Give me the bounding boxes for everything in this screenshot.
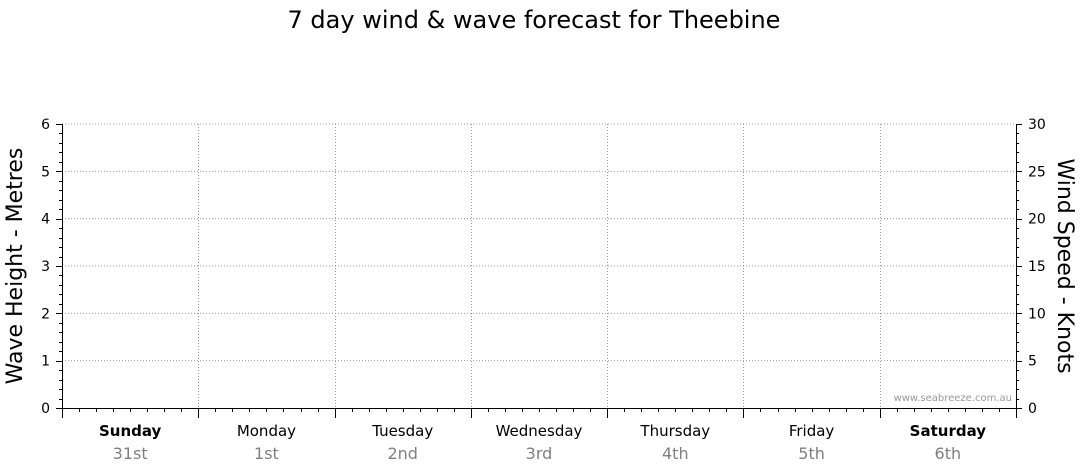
- y-right-label: Wind Speed - Knots: [1052, 158, 1077, 373]
- right-tick-label: 20: [1028, 212, 1046, 228]
- left-tick-label: 2: [41, 306, 50, 322]
- day-date-label: 6th: [935, 444, 962, 463]
- right-axis-ticks: 0 5 10 15 20 25 30: [1016, 117, 1046, 417]
- right-tick-label: 0: [1028, 401, 1037, 417]
- day-name-label: Monday: [237, 422, 296, 440]
- day-date-label: 1st: [254, 444, 279, 463]
- day-name-label: Saturday: [910, 422, 987, 440]
- left-tick-label: 4: [41, 212, 50, 228]
- left-tick-label: 6: [41, 117, 50, 133]
- left-tick-label: 3: [41, 259, 50, 275]
- day-name-label: Tuesday: [371, 422, 433, 440]
- right-tick-label: 30: [1028, 117, 1046, 133]
- left-tick-label: 5: [41, 164, 50, 180]
- day-name-label: Wednesday: [496, 422, 583, 440]
- day-labels: Sunday 31st Monday 1st Tuesday 2nd Wednesday 3r…: [99, 422, 986, 463]
- credit-watermark: www.seabreeze.com.au: [894, 393, 1012, 404]
- day-date-label: 4th: [662, 444, 689, 463]
- right-tick-label: 10: [1028, 306, 1046, 322]
- day-date-label: 5th: [798, 444, 825, 463]
- day-name-label: Sunday: [99, 422, 162, 440]
- left-tick-label: 1: [41, 354, 50, 370]
- right-tick-label: 5: [1028, 354, 1037, 370]
- day-name-label: Friday: [789, 422, 835, 440]
- day-name-label: Thursday: [639, 422, 710, 440]
- y-left-label: Wave Height - Metres: [3, 148, 28, 385]
- grid: [62, 123, 1016, 408]
- left-axis-ticks: 0 1 2 3 4 5 6: [41, 117, 62, 417]
- right-tick-label: 15: [1028, 259, 1046, 275]
- chart-title: 7 day wind & wave forecast for Theebine: [288, 6, 781, 34]
- left-tick-label: 0: [41, 401, 50, 417]
- right-tick-label: 25: [1028, 164, 1046, 180]
- day-date-label: 2nd: [387, 444, 417, 463]
- day-date-label: 3rd: [526, 444, 553, 463]
- axes: [62, 124, 1017, 418]
- day-date-label: 31st: [113, 444, 148, 463]
